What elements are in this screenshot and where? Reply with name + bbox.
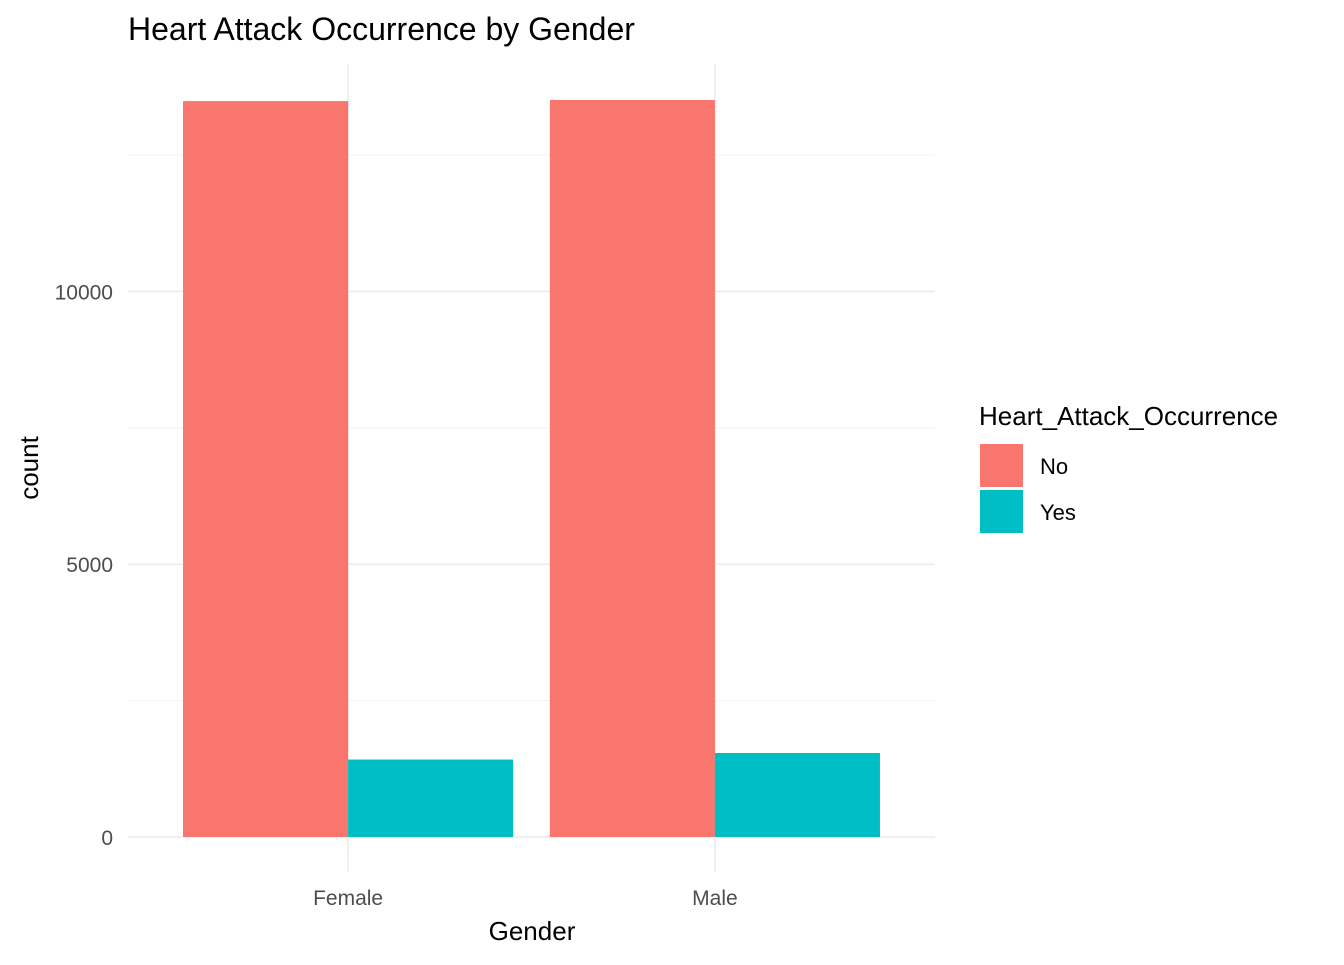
bars [183,100,880,838]
chart-title: Heart Attack Occurrence by Gender [128,11,635,47]
bar-no-male [549,100,715,838]
x-axis-title: Gender [489,916,576,946]
legend-label: No [1040,454,1068,479]
bar-no-female [183,101,349,837]
legend-title: Heart_Attack_Occurrence [979,401,1278,431]
legend-swatch [980,490,1023,533]
legend-label: Yes [1040,500,1076,525]
y-tick-label: 5000 [66,554,113,577]
y-tick-label: 10000 [55,281,113,304]
y-axis-title: count [14,435,44,499]
bar-yes-female [348,759,514,837]
y-tick-label: 0 [101,827,113,850]
legend-items: No Yes [980,444,1076,533]
legend-swatch [980,444,1023,487]
x-tick-label: Male [692,887,738,910]
legend: Heart_Attack_Occurrence No Yes [979,401,1278,533]
bar-yes-male [714,752,880,837]
tick-labels: 0 5000 10000 Female Male [55,281,738,910]
x-tick-label: Female [313,887,383,910]
